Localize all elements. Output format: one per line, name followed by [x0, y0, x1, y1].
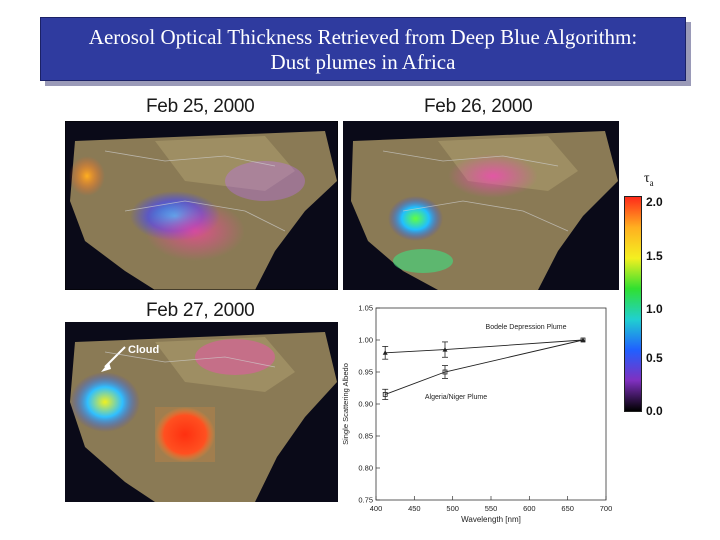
- slide-title: Aerosol Optical Thickness Retrieved from…: [40, 17, 686, 81]
- x-tick-label: 400: [370, 504, 383, 513]
- aerosol-map-feb27: [65, 322, 338, 502]
- panel-date-2: Feb 26, 2000: [424, 96, 533, 117]
- x-tick-label: 450: [408, 504, 421, 513]
- y-axis-label: Single Scattering Albedo: [341, 363, 350, 445]
- cloud-annotation: Cloud: [128, 344, 160, 356]
- title-line-1: Aerosol Optical Thickness Retrieved from…: [88, 25, 638, 49]
- aerosol-map-feb26: [343, 121, 619, 290]
- x-tick-label: 550: [485, 504, 498, 513]
- colorbar-tick-0-0: 0.0: [646, 404, 663, 418]
- data-point: [442, 369, 448, 375]
- series-label: Algeria/Niger Plume: [425, 394, 487, 401]
- x-tick-label: 500: [446, 504, 459, 513]
- y-tick-label: 0.95: [358, 368, 373, 377]
- x-tick-label: 700: [600, 504, 613, 513]
- y-tick-label: 0.90: [358, 400, 373, 409]
- plot-frame: [375, 307, 607, 501]
- colorbar-tick-0-5: 0.5: [646, 351, 663, 365]
- ssa-chart: 400 450 500 550 600 650 700 0.75 0.80 0.85 0.90 0.9…: [341, 304, 613, 525]
- y-tick-label: 0.80: [358, 464, 373, 473]
- x-tick-label: 650: [561, 504, 574, 513]
- aot-colorbar: [624, 196, 642, 412]
- data-point: [442, 347, 448, 352]
- data-point: [580, 337, 586, 343]
- colorbar-tick-2-0: 2.0: [646, 195, 663, 209]
- data-point: [382, 350, 388, 355]
- aerosol-map-feb25: [65, 121, 338, 290]
- x-tick-label: 600: [523, 504, 536, 513]
- y-tick-label: 0.85: [358, 432, 373, 441]
- y-tick-label: 1.00: [358, 336, 373, 345]
- y-tick-label: 0.75: [358, 496, 373, 505]
- data-point: [580, 337, 586, 342]
- x-axis-label: Wavelength [nm]: [461, 515, 521, 524]
- title-line-2: Dust plumes in Africa: [270, 50, 456, 74]
- data-point: [382, 392, 388, 397]
- panel-date-3: Feb 27, 2000: [146, 300, 255, 321]
- colorbar-tick-1-0: 1.0: [646, 302, 663, 316]
- y-tick-label: 1.05: [358, 304, 373, 313]
- panel-date-1: Feb 25, 2000: [146, 96, 255, 117]
- colorbar-tick-1-5: 1.5: [646, 249, 663, 263]
- series-label: Bodele Depression Plume: [486, 324, 567, 331]
- colorbar-symbol: τa: [644, 171, 654, 188]
